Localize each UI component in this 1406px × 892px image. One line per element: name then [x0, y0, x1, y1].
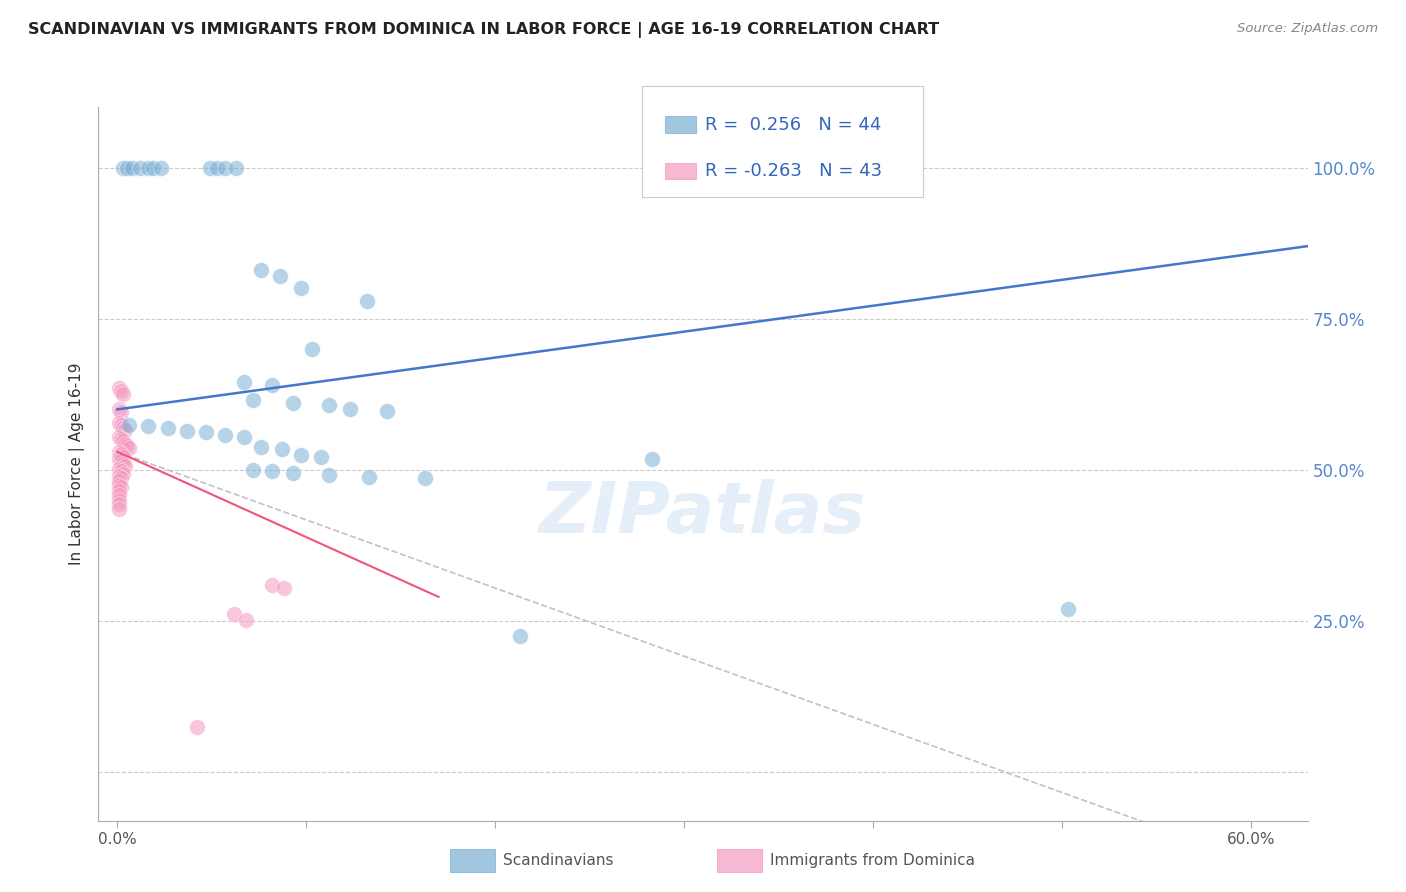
Point — [108, 502, 131, 516]
Point — [509, 629, 531, 643]
Point — [641, 452, 664, 467]
Point — [142, 161, 165, 175]
Point — [111, 450, 134, 464]
Point — [242, 393, 264, 408]
Point — [318, 467, 340, 482]
Point — [108, 469, 131, 483]
Point — [281, 466, 304, 480]
Point — [357, 470, 380, 484]
Point — [318, 398, 340, 412]
Point — [111, 457, 134, 471]
Point — [114, 437, 136, 451]
Point — [136, 419, 159, 434]
Point — [207, 161, 229, 175]
Point — [108, 416, 131, 430]
Point — [250, 263, 273, 277]
Point — [110, 384, 132, 399]
Point — [176, 424, 198, 438]
Point — [224, 607, 246, 621]
Point — [111, 434, 134, 449]
Point — [186, 720, 208, 734]
Point — [108, 381, 131, 395]
Point — [110, 418, 132, 433]
Point — [214, 427, 236, 442]
Point — [111, 467, 134, 481]
Point — [108, 493, 131, 508]
Text: Source: ZipAtlas.com: Source: ZipAtlas.com — [1237, 22, 1378, 36]
Point — [111, 161, 134, 175]
Point — [225, 161, 247, 175]
Point — [262, 578, 284, 592]
Point — [301, 342, 323, 356]
Point — [232, 375, 254, 389]
Point — [110, 454, 132, 468]
Point — [758, 161, 780, 175]
Point — [108, 488, 131, 502]
Point — [136, 161, 159, 175]
Text: R = -0.263   N = 43: R = -0.263 N = 43 — [704, 162, 882, 180]
Point — [198, 161, 221, 175]
Point — [149, 161, 172, 175]
Point — [110, 480, 132, 494]
Point — [108, 497, 131, 511]
Point — [108, 474, 131, 488]
Point — [111, 387, 134, 401]
Point — [377, 404, 399, 418]
Point — [115, 161, 138, 175]
Point — [269, 269, 291, 284]
Text: Scandinavians: Scandinavians — [503, 854, 614, 868]
Point — [114, 459, 136, 474]
Point — [108, 402, 131, 417]
Point — [157, 420, 180, 434]
Text: ZIPatlas: ZIPatlas — [540, 479, 866, 549]
Point — [114, 423, 136, 437]
Point — [115, 439, 138, 453]
Text: SCANDINAVIAN VS IMMIGRANTS FROM DOMINICA IN LABOR FORCE | AGE 16-19 CORRELATION : SCANDINAVIAN VS IMMIGRANTS FROM DOMINICA… — [28, 22, 939, 38]
Point — [108, 484, 131, 499]
Point — [108, 429, 131, 443]
Point — [1056, 602, 1078, 616]
Point — [290, 281, 312, 295]
Point — [250, 440, 273, 454]
Point — [339, 402, 361, 417]
Point — [110, 471, 132, 485]
Point — [108, 452, 131, 467]
Point — [273, 581, 295, 595]
Point — [118, 441, 141, 455]
Point — [311, 450, 333, 464]
Point — [232, 429, 254, 443]
Point — [270, 442, 292, 456]
Point — [110, 405, 132, 419]
Point — [118, 417, 141, 432]
Y-axis label: In Labor Force | Age 16-19: In Labor Force | Age 16-19 — [69, 362, 86, 566]
Point — [214, 161, 236, 175]
Point — [413, 471, 436, 485]
Point — [110, 464, 132, 478]
Point — [108, 444, 131, 458]
Point — [121, 161, 143, 175]
Point — [108, 461, 131, 475]
Point — [195, 425, 218, 440]
Text: Immigrants from Dominica: Immigrants from Dominica — [770, 854, 976, 868]
Point — [242, 463, 264, 477]
Point — [356, 293, 378, 308]
Point — [235, 613, 257, 627]
Point — [262, 464, 284, 478]
Text: R =  0.256   N = 44: R = 0.256 N = 44 — [704, 116, 882, 134]
Point — [108, 478, 131, 492]
Point — [262, 378, 284, 392]
Point — [281, 396, 304, 410]
Point — [129, 161, 152, 175]
Point — [111, 420, 134, 434]
Point — [110, 447, 132, 461]
Point — [110, 432, 132, 446]
Point — [290, 448, 312, 462]
